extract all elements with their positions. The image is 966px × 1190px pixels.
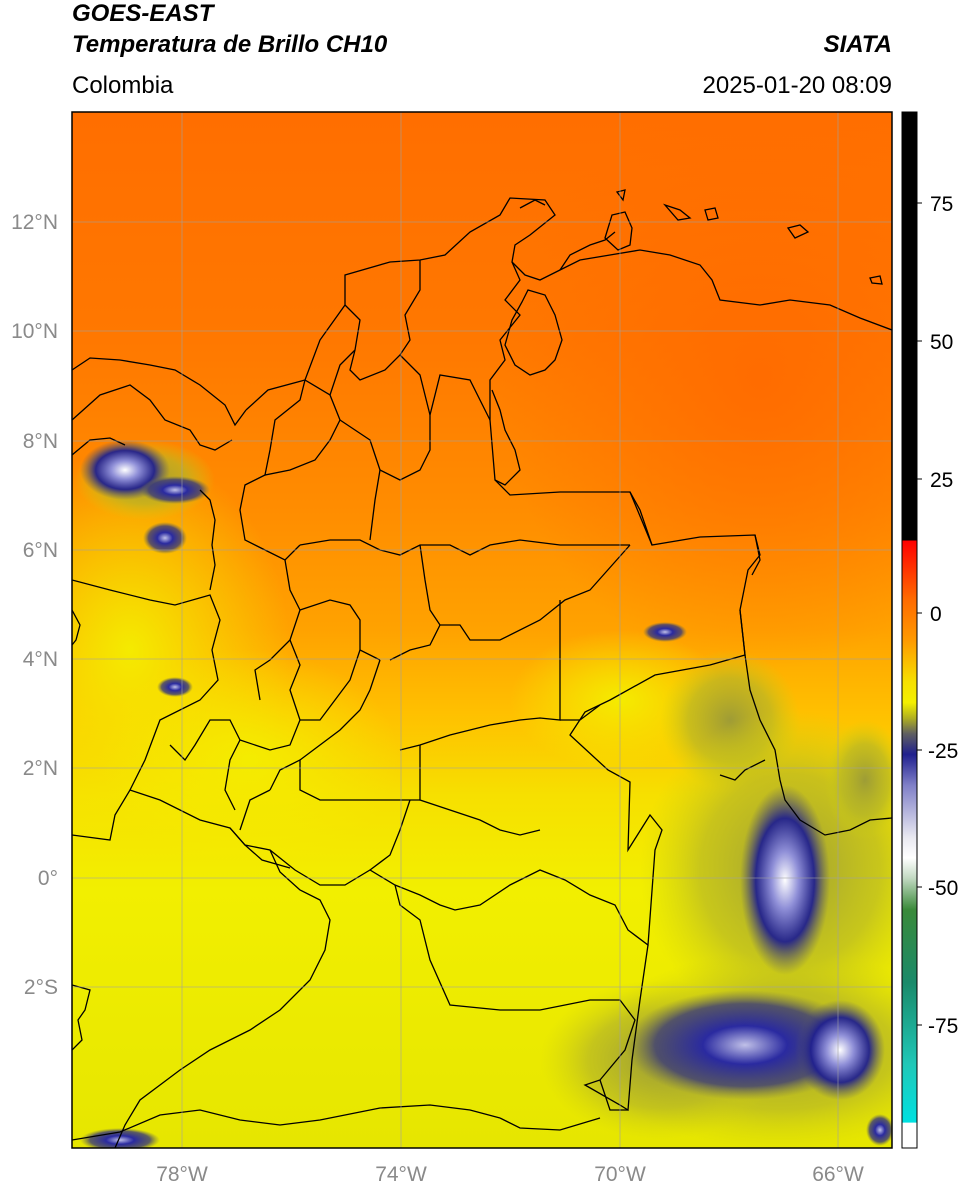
lon-tick-label: 74°W (375, 1163, 427, 1186)
lon-tick-label: 66°W (812, 1163, 864, 1186)
lon-tick-label: 70°W (594, 1163, 646, 1186)
product-title: Temperatura de Brillo CH10 (72, 31, 388, 58)
lat-tick-label: 0° (38, 867, 58, 890)
colorbar-tick-label: 50 (930, 331, 953, 354)
colorbar: 75 50 25 0 -25 -50 -75 (901, 111, 958, 1149)
graticule (72, 112, 892, 1148)
colorbar-tick-label: 0 (930, 603, 942, 626)
coastline-borders (72, 189, 892, 1148)
brightness-temperature-field (72, 112, 892, 1148)
region-label: Colombia (72, 72, 174, 99)
lat-tick-label: 6°N (23, 539, 58, 562)
lat-tick-label: 8°N (23, 430, 58, 453)
lat-tick-label: 12°N (11, 211, 58, 234)
lon-tick-label: 78°W (156, 1163, 208, 1186)
map-frame (71, 111, 893, 1149)
lat-tick-label: 10°N (11, 320, 58, 343)
lat-tick-label: 2°N (23, 757, 58, 780)
colorbar-tick-label: -75 (928, 1015, 958, 1038)
colorbar-tick-label: 75 (930, 193, 953, 216)
colorbar-tick-label: -25 (928, 740, 958, 763)
lat-tick-label: 4°N (23, 648, 58, 671)
lat-tick-label: 2°S (24, 976, 58, 999)
organization-label: SIATA (823, 31, 892, 58)
colorbar-tick-label: 25 (930, 469, 953, 492)
timestamp-label: 2025-01-20 08:09 (702, 72, 893, 99)
satellite-title: GOES-EAST (72, 0, 214, 27)
colorbar-tick-label: -50 (928, 877, 958, 900)
